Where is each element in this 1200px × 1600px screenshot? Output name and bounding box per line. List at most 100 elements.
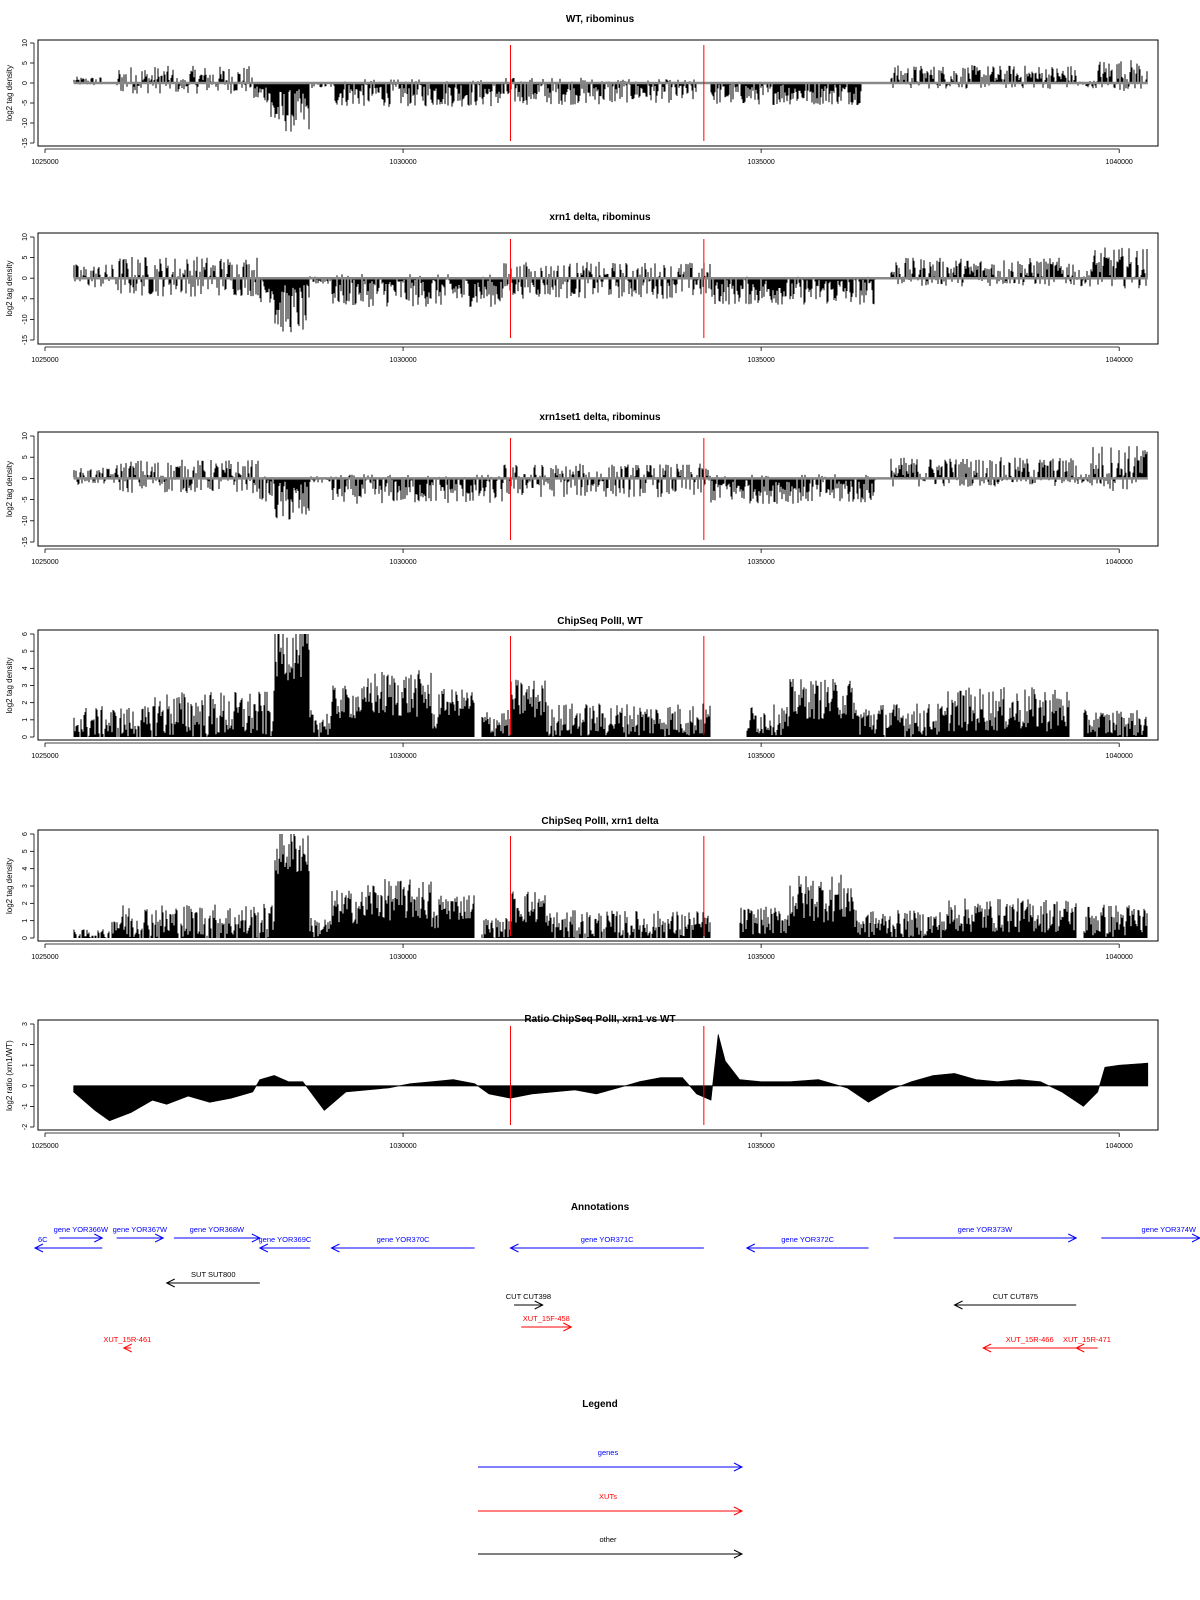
y-tick-label: 4 [22,867,29,871]
feature-label: gene YOR371C [581,1235,634,1244]
y-tick-label: 1 [22,718,29,722]
panel-title: WT, ribominus [566,14,635,25]
annotations-title: Annotations [571,1202,630,1213]
y-tick-label: -15 [22,537,29,547]
x-tick-label: 1035000 [747,357,774,364]
plot-frame [37,629,1159,741]
feature-xut: XUT_15F-458 [521,1314,573,1332]
feature-gene: gene YOR367W [113,1225,168,1243]
strand-arrow-icon [509,1243,519,1253]
feature-xut: XUT_15R-466 [982,1335,1077,1353]
panel-title: xrn1set1 delta, ribominus [539,412,661,423]
data-bars [73,247,1148,333]
arrow-right-icon [733,1506,744,1516]
feature-other: SUT SUT800 [165,1270,260,1288]
panel-title: xrn1 delta, ribominus [549,212,651,223]
data-bars [73,446,1148,520]
y-tick-label: 5 [22,256,29,260]
feature-label: gene YOR374W [1142,1225,1197,1234]
feature-gene: gene YOR370C [330,1235,475,1253]
y-axis-label: log2 tag density [5,65,14,121]
legend-item-label: XUTs [599,1492,617,1501]
x-tick-label: 1025000 [31,559,58,566]
legend-item: XUTs [478,1492,744,1516]
feature-label: XUT_15R-471 [1063,1335,1111,1344]
y-tick-label: -5 [22,496,29,502]
x-tick-label: 1030000 [389,357,416,364]
legend-item-label: other [599,1535,617,1544]
x-tick-label: 1035000 [747,954,774,961]
density-bars [73,247,1148,333]
strand-arrow-icon [94,1233,104,1243]
arrow-right-icon [733,1549,744,1559]
y-tick-label: 0 [22,276,29,280]
feature-gene: gene YOR371C [509,1235,704,1253]
ratio-area [73,1034,1149,1122]
strand-arrow-icon [1068,1233,1078,1243]
strand-arrow-icon [165,1278,175,1288]
feature-label: gene YOR369C [258,1235,311,1244]
y-tick-label: 3 [22,683,29,687]
x-tick-label: 1040000 [1106,357,1133,364]
y-tick-label: 1 [22,1063,29,1067]
feature-label: XUT_15R-461 [103,1335,151,1344]
data-bars [73,834,1148,938]
y-tick-label: 2 [22,901,29,905]
x-tick-label: 1030000 [389,954,416,961]
y-tick-label: 0 [22,81,29,85]
arrow-right-icon [733,1462,744,1472]
y-tick-label: 5 [22,649,29,653]
data-bars [73,634,1148,737]
y-tick-label: 5 [22,61,29,65]
feature-gene: gene YOR374W [1101,1225,1200,1243]
x-tick-label: 1030000 [389,559,416,566]
panel-title: ChipSeq PolII, xrn1 delta [541,816,659,827]
x-tick-label: 1040000 [1106,1143,1133,1150]
track-panel-5: Ratio ChipSeq PolII, xrn1 vs WT-2-10123l… [5,1014,1159,1150]
strand-arrow-icon [122,1343,132,1353]
y-axis-label: log2 ratio (xrn1/WT) [5,1040,14,1111]
strand-arrow-icon [330,1243,340,1253]
x-tick-label: 1025000 [31,753,58,760]
y-tick-label: 6 [22,832,29,836]
data-bars [73,60,1148,132]
track-panel-2: xrn1set1 delta, ribominus -15 -10 -5 0 5 10 log… [5,412,1159,566]
y-tick-label: -2 [22,1124,29,1130]
feature-gene: gene YOR366W [54,1225,109,1243]
x-tick-label: 1040000 [1106,559,1133,566]
feature-label: gene YOR366W [54,1225,109,1234]
track-panel-0: WT, ribominus -15 -10 -5 0 5 10 log2 tag densit… [5,14,1159,166]
x-tick-label: 1040000 [1106,159,1133,166]
y-tick-label: -10 [22,516,29,526]
feature-label: gene YOR368W [190,1225,245,1234]
feature-other: CUT CUT875 [953,1292,1077,1310]
x-tick-label: 1025000 [31,1143,58,1150]
y-axis-label: log2 tag density [5,657,14,713]
y-tick-label: 0 [22,1084,29,1088]
strand-arrow-icon [953,1300,963,1310]
feature-xut: XUT_15R-471 [1063,1335,1111,1353]
density-bars [73,446,1148,520]
y-tick-label: -5 [22,100,29,106]
feature-label: XUT_15F-458 [523,1314,570,1323]
x-tick-label: 1025000 [31,159,58,166]
y-tick-label: 5 [22,849,29,853]
strand-arrow-icon [563,1322,573,1332]
strand-arrow-icon [1075,1343,1085,1353]
y-tick-label: 0 [22,936,29,940]
density-bars [73,834,1148,938]
y-axis-label: log2 tag density [5,461,14,517]
strand-arrow-icon [1191,1233,1200,1243]
x-tick-label: 1040000 [1106,753,1133,760]
strand-arrow-icon [251,1233,261,1243]
feature-label: XUT_15R-466 [1006,1335,1054,1344]
strand-arrow-icon [745,1243,756,1253]
y-tick-label: -1 [22,1103,29,1109]
legend-item: genes [478,1448,744,1472]
x-tick-label: 1030000 [389,753,416,760]
strand-arrow-icon [982,1343,992,1353]
y-tick-label: 2 [22,701,29,705]
track-panel-3: ChipSeq PolII, WT 0 1 2 3 4 5 6 log2 tag density… [5,616,1159,760]
y-tick-label: -15 [22,138,29,148]
